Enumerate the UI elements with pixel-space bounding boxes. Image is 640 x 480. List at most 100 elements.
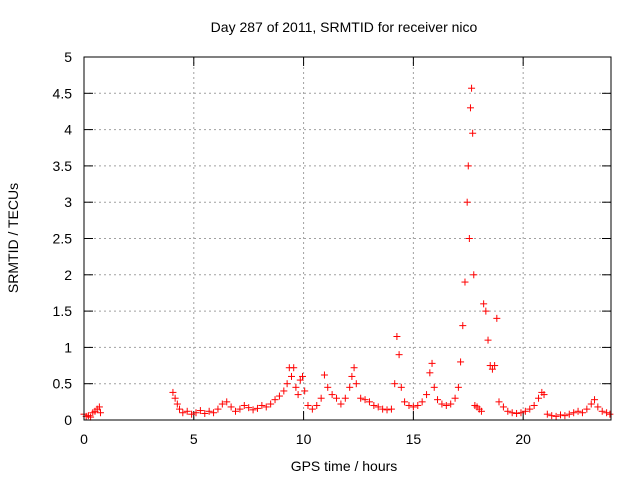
data-point <box>517 409 525 417</box>
data-point <box>548 412 556 420</box>
data-point <box>361 396 369 404</box>
data-point <box>176 405 184 413</box>
data-point <box>324 383 332 391</box>
data-point <box>535 394 543 402</box>
data-point <box>249 406 257 414</box>
data-point <box>565 410 573 418</box>
data-point <box>317 394 325 402</box>
y-axis-label: SRMTID / TECUs <box>5 183 21 293</box>
data-point <box>348 372 356 380</box>
data-point <box>488 365 496 373</box>
data-point <box>491 362 499 370</box>
y-tick-label: 3.5 <box>53 158 73 174</box>
data-point <box>513 409 521 417</box>
y-tick-label: 2 <box>64 267 72 283</box>
data-point <box>290 364 298 372</box>
data-point <box>253 404 261 412</box>
data-point <box>480 300 488 308</box>
y-tick-label: 1 <box>64 339 72 355</box>
data-point <box>464 162 472 170</box>
data-point <box>379 405 387 413</box>
data-point <box>370 401 378 409</box>
data-point <box>352 380 360 388</box>
x-tick-label: 5 <box>190 431 198 447</box>
data-point <box>275 392 283 400</box>
data-point <box>428 359 436 367</box>
data-point <box>477 407 485 415</box>
y-tick-label: 4 <box>64 122 72 138</box>
data-point <box>409 403 417 411</box>
data-point <box>405 401 413 409</box>
data-point <box>504 407 512 415</box>
data-point <box>218 400 226 408</box>
data-point <box>267 400 275 408</box>
data-point <box>606 410 614 418</box>
data-point <box>292 383 300 391</box>
data-point <box>466 104 474 112</box>
data-point <box>328 391 336 399</box>
ticks: 0 0.5 1 1.5 2 2.5 3 3.5 4 4.5 5 0 5 10 15 20 <box>53 49 611 447</box>
y-tick-label: 3 <box>64 194 72 210</box>
data-point <box>262 403 270 411</box>
data-point <box>337 400 345 408</box>
data-point <box>463 198 471 206</box>
data-point <box>556 411 564 419</box>
data-point <box>183 407 191 415</box>
data-point <box>401 398 409 406</box>
data-point <box>393 333 401 341</box>
data-point <box>459 322 467 330</box>
data-point <box>296 376 304 384</box>
data-point <box>543 410 551 418</box>
data-point <box>442 401 450 409</box>
data-point <box>552 412 560 420</box>
data-point <box>587 400 595 408</box>
data-point <box>391 380 399 388</box>
data-point <box>457 358 465 366</box>
data-point <box>96 409 104 417</box>
data-point <box>454 383 462 391</box>
y-tick-label: 2.5 <box>53 231 73 247</box>
data-point <box>434 396 442 404</box>
x-axis-label: GPS time / hours <box>291 458 398 474</box>
data-point <box>526 405 534 413</box>
data-point <box>313 401 321 409</box>
data-point <box>87 413 95 421</box>
data-point <box>461 278 469 286</box>
x-tick-label: 20 <box>515 431 531 447</box>
data-point <box>383 406 391 414</box>
data-point <box>333 394 341 402</box>
data-point <box>495 398 503 406</box>
data-point <box>561 412 569 420</box>
data-point <box>395 351 403 359</box>
data-point <box>169 388 177 396</box>
plot-frame <box>83 56 612 421</box>
data-point <box>298 372 306 380</box>
data-point <box>283 380 291 388</box>
data-point <box>438 400 446 408</box>
data-point <box>423 391 431 399</box>
data-point <box>484 336 492 344</box>
data-point <box>451 394 459 402</box>
data-point <box>245 404 253 412</box>
data-point <box>308 405 316 413</box>
data-point <box>578 409 586 417</box>
data-point <box>521 407 529 415</box>
y-tick-label: 5 <box>64 49 72 65</box>
data-point <box>210 409 218 417</box>
data-point <box>188 410 196 418</box>
data-point <box>258 401 266 409</box>
data-point <box>418 398 426 406</box>
data-point <box>374 403 382 411</box>
y-tick-label: 1.5 <box>53 303 73 319</box>
data-point <box>196 407 204 415</box>
data-point <box>540 391 548 399</box>
data-point <box>236 405 244 413</box>
data-point <box>469 129 477 137</box>
data-point <box>201 409 209 417</box>
data-point <box>570 409 578 417</box>
data-point <box>301 387 309 395</box>
data-point <box>594 403 602 411</box>
y-tick-label: 4.5 <box>53 85 73 101</box>
data-point <box>171 394 179 402</box>
